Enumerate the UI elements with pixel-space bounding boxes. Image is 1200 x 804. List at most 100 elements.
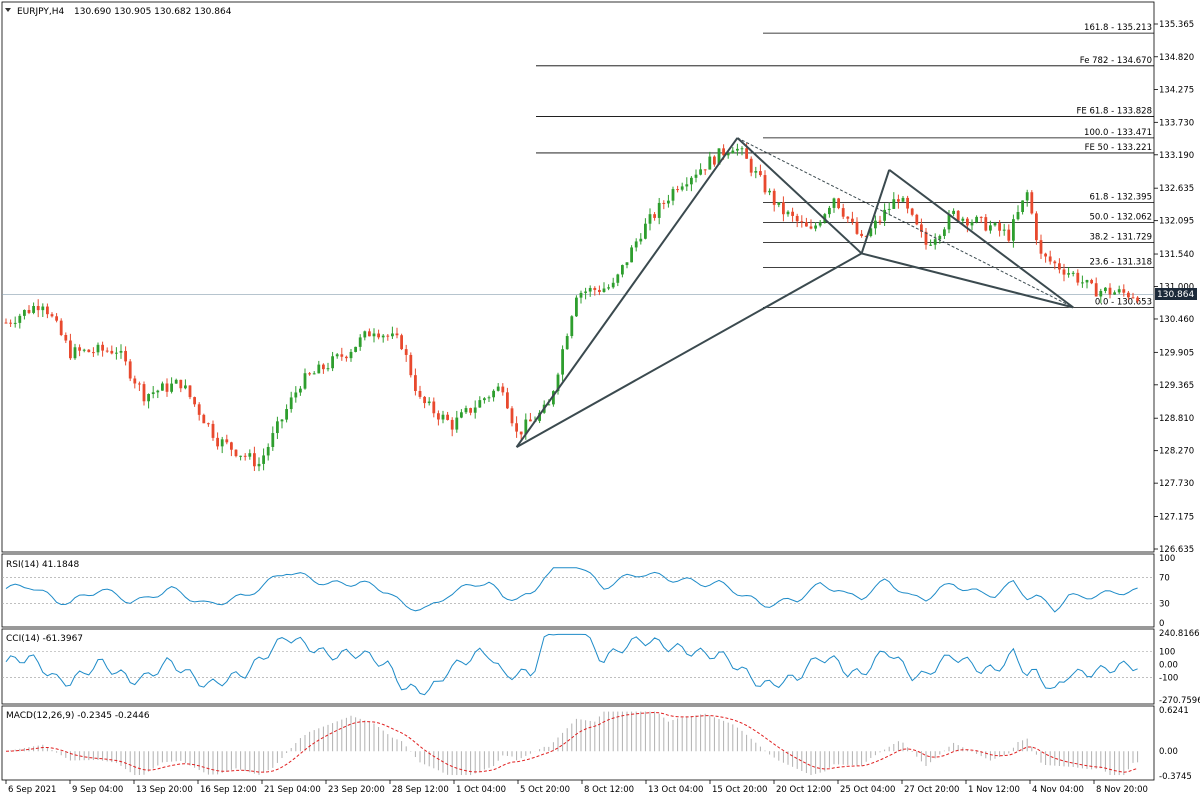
candle-body xyxy=(676,189,679,191)
candle-body xyxy=(703,169,707,171)
candle-body xyxy=(450,419,454,430)
x-tick-label: 9 Sep 04:00 xyxy=(72,785,123,795)
candle-body xyxy=(768,190,771,193)
candle-body xyxy=(391,333,394,337)
x-tick-label: 6 Sep 2021 xyxy=(8,785,56,795)
chart-menu-arrow-icon[interactable] xyxy=(5,8,11,12)
candle-body xyxy=(671,189,675,201)
x-tick-label: 13 Sep 20:00 xyxy=(136,785,193,795)
rsi-y-tick-label: 0 xyxy=(1159,619,1164,629)
candle-body xyxy=(814,225,817,229)
candle-body xyxy=(1016,211,1020,220)
candle-body xyxy=(1085,280,1089,283)
candle-body xyxy=(138,383,141,385)
candle-body xyxy=(23,309,26,316)
fib-level-label: 38.2 - 131.729 xyxy=(1089,233,1152,243)
candle-body xyxy=(473,407,477,413)
candle-body xyxy=(874,220,877,229)
candle-body xyxy=(667,200,670,204)
candle-body xyxy=(565,336,569,350)
candle-body xyxy=(423,396,426,404)
candle-body xyxy=(782,202,785,215)
candle-body xyxy=(464,408,468,413)
candle-body xyxy=(404,349,408,355)
candle-body xyxy=(73,347,77,359)
candlestick-series xyxy=(4,143,1139,472)
candle-body xyxy=(312,373,316,375)
candle-body xyxy=(924,231,928,245)
macd-y-tick-label: 0.6241 xyxy=(1159,706,1189,716)
candle-body xyxy=(225,439,229,443)
candle-body xyxy=(437,413,440,420)
candle-body xyxy=(846,216,850,219)
candle-body xyxy=(13,322,17,324)
x-tick-label: 23 Sep 20:00 xyxy=(328,785,385,795)
candle-body xyxy=(418,390,422,397)
candle-body xyxy=(92,352,95,354)
candle-body xyxy=(657,202,661,218)
candle-body xyxy=(446,414,449,420)
candle-body xyxy=(506,392,509,409)
candle-body xyxy=(989,225,992,231)
main-y-tick-label: 135.365 xyxy=(1159,20,1194,30)
candle-body xyxy=(869,228,873,236)
candle-body xyxy=(887,208,891,210)
panel-frame-cci xyxy=(1,628,1155,705)
candle-body xyxy=(979,216,983,218)
fib-level-label: 61.8 - 132.395 xyxy=(1089,193,1152,203)
candle-body xyxy=(855,221,859,234)
main-y-tick-label: 126.635 xyxy=(1159,545,1194,555)
symbol-label: EURJPY,H4 xyxy=(17,7,65,17)
candle-body xyxy=(257,463,261,467)
candle-body xyxy=(777,202,781,205)
candle-body xyxy=(262,455,265,464)
candle-body xyxy=(1025,192,1029,201)
candle-body xyxy=(478,400,482,408)
candle-body xyxy=(340,354,344,357)
cci-y-tick-label: 100 xyxy=(1159,647,1175,657)
candle-body xyxy=(906,197,909,209)
main-y-tick-label: 132.095 xyxy=(1159,217,1194,227)
main-y-tick-label: 133.190 xyxy=(1159,151,1194,161)
main-y-tick-label: 127.175 xyxy=(1159,513,1194,523)
candle-body xyxy=(648,214,652,224)
candle-body xyxy=(64,334,68,341)
candle-body xyxy=(694,174,698,178)
candle-body xyxy=(639,238,643,242)
cci-y-tick-label: 240.8166 xyxy=(1159,629,1200,639)
candle-body xyxy=(805,222,808,227)
panel-frame-main xyxy=(1,1,1155,553)
candle-body xyxy=(970,222,974,226)
candle-body xyxy=(289,397,293,410)
panel-frames xyxy=(1,1,1155,781)
candle-body xyxy=(358,337,362,347)
candle-body xyxy=(469,408,472,413)
candle-body xyxy=(9,322,12,324)
candle-body xyxy=(46,306,49,315)
candle-body xyxy=(1039,240,1043,254)
candle-body xyxy=(220,439,224,447)
candle-body xyxy=(386,335,390,337)
main-y-tick-label: 128.810 xyxy=(1159,414,1194,424)
fib-level-label: Fe 782 - 134.670 xyxy=(1080,56,1152,66)
candle-body xyxy=(1012,219,1015,241)
candle-body xyxy=(239,455,242,457)
candle-body xyxy=(354,346,357,352)
candle-body xyxy=(956,210,960,221)
fib-level-label: 50.0 - 132.062 xyxy=(1089,213,1152,223)
indicator-series xyxy=(5,567,1139,776)
candle-body xyxy=(860,233,863,236)
candle-body xyxy=(32,305,35,313)
candle-body xyxy=(772,190,776,205)
main-y-tick-label: 134.275 xyxy=(1159,86,1194,96)
candle-body xyxy=(607,287,610,289)
candle-body xyxy=(128,361,132,379)
candle-body xyxy=(161,383,164,391)
candle-body xyxy=(133,378,137,384)
pattern-leg-bc xyxy=(860,169,891,254)
candle-body xyxy=(625,262,629,266)
candle-body xyxy=(271,433,275,447)
candle-body xyxy=(515,423,518,432)
